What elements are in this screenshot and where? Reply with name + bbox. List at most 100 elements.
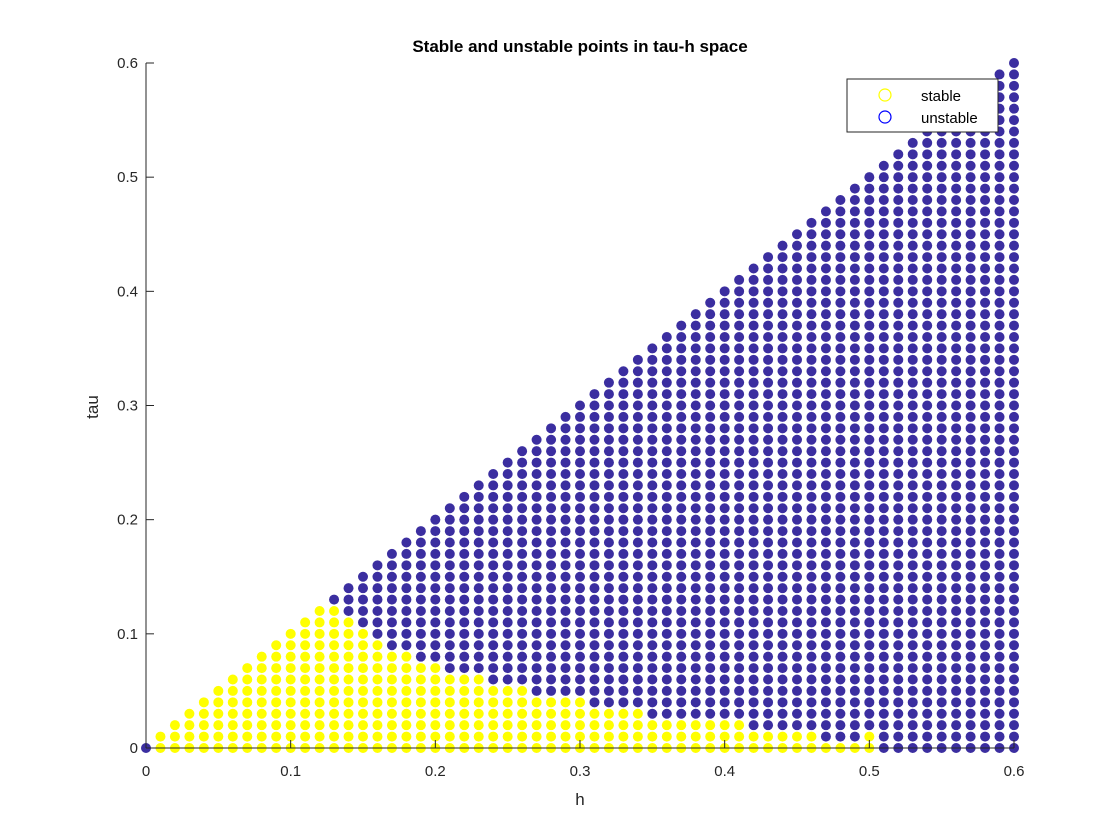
unstable-point <box>936 674 947 685</box>
unstable-point <box>922 617 933 628</box>
unstable-point <box>632 457 643 468</box>
stable-point <box>618 731 629 742</box>
unstable-point <box>994 560 1005 571</box>
unstable-point <box>835 411 846 422</box>
unstable-point <box>951 411 962 422</box>
unstable-point <box>922 320 933 331</box>
unstable-point <box>965 640 976 651</box>
unstable-point <box>415 606 426 616</box>
unstable-point <box>618 571 629 582</box>
stable-point <box>242 674 253 685</box>
unstable-point <box>546 583 557 594</box>
unstable-point <box>965 446 976 457</box>
unstable-point <box>907 560 918 571</box>
legend-stable-marker <box>878 88 892 102</box>
unstable-point <box>589 571 600 582</box>
unstable-point <box>792 377 802 388</box>
unstable-point <box>907 137 918 148</box>
unstable-point <box>951 708 962 719</box>
unstable-point <box>661 434 672 445</box>
unstable-point <box>603 685 614 696</box>
unstable-point <box>763 560 774 571</box>
unstable-point <box>980 469 991 479</box>
stable-point <box>300 663 311 674</box>
unstable-point <box>936 594 947 605</box>
unstable-point <box>517 594 528 605</box>
unstable-point <box>603 571 614 582</box>
unstable-point <box>358 583 368 594</box>
unstable-point <box>589 491 600 502</box>
unstable-point <box>835 217 846 228</box>
unstable-point <box>820 720 831 731</box>
unstable-point <box>618 491 629 502</box>
unstable-point <box>589 446 600 457</box>
stable-point <box>603 731 614 742</box>
unstable-point <box>748 560 759 571</box>
unstable-point <box>878 160 889 171</box>
unstable-point <box>661 469 672 479</box>
unstable-point <box>994 697 1005 708</box>
unstable-point <box>1009 354 1019 365</box>
unstable-point <box>878 548 889 559</box>
unstable-point <box>893 548 904 559</box>
unstable-point <box>936 183 947 194</box>
unstable-point <box>647 548 658 559</box>
stable-point <box>372 697 383 708</box>
unstable-point <box>849 571 860 582</box>
unstable-point <box>748 320 759 331</box>
unstable-point <box>459 617 470 628</box>
unstable-point <box>661 548 672 559</box>
unstable-point <box>690 651 701 662</box>
unstable-point <box>994 503 1005 514</box>
unstable-point <box>922 594 933 605</box>
unstable-point <box>560 526 571 537</box>
unstable-point <box>502 674 513 685</box>
unstable-point <box>676 423 687 434</box>
unstable-point <box>994 252 1005 263</box>
stable-point <box>256 674 267 685</box>
unstable-point <box>792 252 802 263</box>
unstable-point <box>835 697 846 708</box>
unstable-point <box>893 628 904 639</box>
stable-point <box>271 697 282 708</box>
unstable-point <box>820 583 831 594</box>
unstable-point <box>922 663 933 674</box>
unstable-point <box>560 628 571 639</box>
unstable-point <box>719 537 730 548</box>
stable-point <box>314 708 325 719</box>
unstable-point <box>676 560 687 571</box>
unstable-point <box>748 332 759 342</box>
unstable-point <box>936 297 947 308</box>
unstable-point <box>922 457 933 468</box>
unstable-point <box>705 583 716 594</box>
unstable-point <box>820 731 831 742</box>
unstable-point <box>647 594 658 605</box>
unstable-point <box>734 274 745 285</box>
stable-point <box>415 663 426 674</box>
unstable-point <box>907 526 918 537</box>
unstable-point <box>980 206 991 217</box>
unstable-point <box>849 183 860 194</box>
unstable-point <box>676 411 687 422</box>
unstable-point <box>430 537 441 548</box>
unstable-point <box>907 400 918 411</box>
unstable-point <box>907 480 918 491</box>
stable-point <box>271 708 282 719</box>
unstable-point <box>980 217 991 228</box>
unstable-point <box>864 446 875 457</box>
unstable-point <box>936 400 947 411</box>
unstable-point <box>734 297 745 308</box>
unstable-point <box>531 606 542 616</box>
stable-point <box>358 708 368 719</box>
unstable-point <box>415 617 426 628</box>
unstable-point <box>980 229 991 240</box>
unstable-point <box>647 583 658 594</box>
unstable-point <box>690 354 701 365</box>
unstable-point <box>618 377 629 388</box>
unstable-point <box>907 697 918 708</box>
unstable-point <box>603 411 614 422</box>
unstable-point <box>878 195 889 205</box>
unstable-point <box>748 594 759 605</box>
stable-point <box>415 674 426 685</box>
unstable-point <box>893 674 904 685</box>
